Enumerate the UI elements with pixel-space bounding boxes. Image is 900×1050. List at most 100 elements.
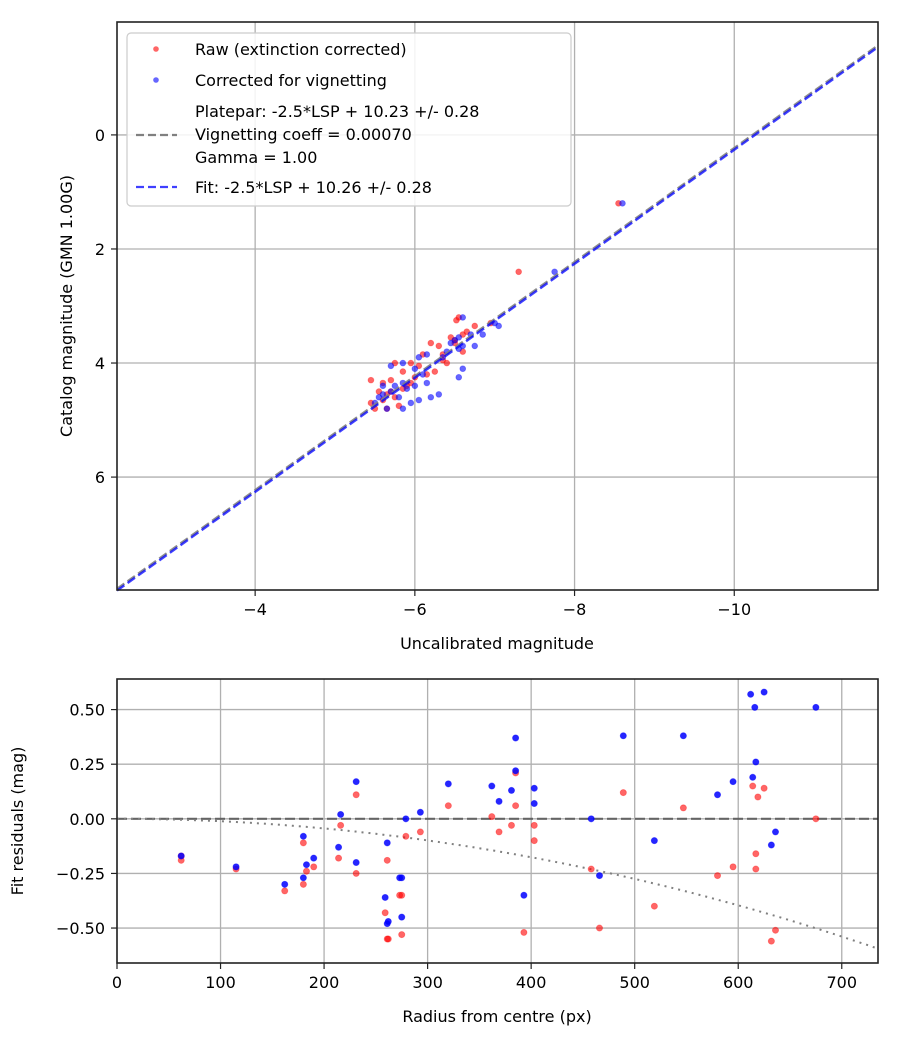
residual-point <box>749 782 757 790</box>
residual-point <box>752 758 760 766</box>
data-point <box>455 373 463 381</box>
top-scatter-series <box>367 200 626 412</box>
bottom-x-axis-label: Radius from centre (px) <box>402 1007 591 1026</box>
residual-point <box>507 786 515 794</box>
x-tick-label: 0 <box>112 973 122 992</box>
data-point <box>387 362 395 370</box>
residual-point <box>520 891 528 899</box>
residual-point <box>595 924 603 932</box>
legend-item-platepar: Platepar: -2.5*LSP + 10.23 +/- 0.28 Vign… <box>136 102 479 167</box>
residual-point <box>530 800 538 808</box>
residual-point <box>302 867 310 875</box>
residual-point <box>714 791 722 799</box>
data-point <box>551 268 558 276</box>
data-point <box>459 314 467 321</box>
data-point <box>495 322 502 330</box>
legend-label-gamma: Gamma = 1.00 <box>195 148 317 167</box>
residual-point <box>587 865 595 873</box>
residual-point <box>619 732 627 740</box>
data-point <box>387 376 395 384</box>
residual-point <box>299 839 307 847</box>
data-point <box>411 365 419 373</box>
y-tick-label: 0.25 <box>69 755 105 774</box>
x-tick-label: −6 <box>403 600 427 619</box>
data-point <box>379 382 387 390</box>
residual-point <box>714 872 722 880</box>
residual-point <box>337 810 345 818</box>
bottom-axis-ticks: 0 100 200 300 400 500 600 700 0.50 0.25 0.00 −0.25 −… <box>56 701 857 992</box>
data-point <box>435 391 443 398</box>
residual-point <box>398 891 406 899</box>
residual-point <box>444 780 452 788</box>
top-y-axis-label: Catalog magnitude (GMN 1.00G) <box>57 175 76 437</box>
data-point <box>403 385 411 392</box>
residual-point <box>335 843 343 851</box>
residual-point <box>232 863 240 871</box>
residual-point <box>402 832 410 840</box>
residual-point <box>488 782 496 790</box>
legend-label-fit: Fit: -2.5*LSP + 10.26 +/- 0.28 <box>195 178 432 197</box>
data-point <box>471 342 479 350</box>
residual-point <box>299 880 307 888</box>
residual-point <box>398 874 406 882</box>
y-tick-label: 0.50 <box>69 701 105 720</box>
residual-point <box>488 813 496 821</box>
x-tick-label: 700 <box>826 973 857 992</box>
residual-point <box>512 767 520 775</box>
residual-point <box>530 837 538 845</box>
residual-point <box>812 815 820 823</box>
data-point <box>379 391 387 398</box>
residual-point <box>302 861 310 869</box>
residual-point <box>767 937 775 945</box>
data-point <box>427 393 435 401</box>
x-tick-label: −10 <box>717 600 751 619</box>
residual-point <box>595 872 603 880</box>
data-point <box>399 368 407 375</box>
data-point <box>471 322 479 330</box>
residual-point <box>416 828 424 836</box>
data-point <box>427 339 435 347</box>
x-tick-label: 600 <box>723 973 754 992</box>
data-point <box>415 396 423 404</box>
residual-point <box>352 791 360 799</box>
residual-point <box>729 778 737 786</box>
x-tick-label: −4 <box>243 600 267 619</box>
residual-point <box>760 784 768 792</box>
residual-point <box>177 852 185 860</box>
data-point <box>451 336 459 344</box>
residual-point <box>398 931 406 939</box>
residual-point <box>530 821 538 829</box>
legend-item-corrected: Corrected for vignetting <box>153 71 387 90</box>
residual-point <box>507 821 515 829</box>
data-point <box>435 342 443 350</box>
legend-label-platepar: Platepar: -2.5*LSP + 10.23 +/- 0.28 <box>195 102 479 121</box>
residual-point <box>402 815 410 823</box>
data-point <box>423 379 431 387</box>
data-point <box>459 365 467 373</box>
residual-point <box>310 854 318 862</box>
data-point <box>423 351 431 358</box>
y-tick-label: 6 <box>95 468 105 487</box>
residual-point <box>444 802 452 810</box>
bottom-scatter-series <box>177 688 820 945</box>
residual-point <box>281 880 289 888</box>
x-tick-label: 400 <box>516 973 547 992</box>
residual-point <box>520 928 528 936</box>
residual-point <box>381 909 389 917</box>
bottom-grid <box>116 679 878 963</box>
residual-point <box>530 784 538 792</box>
data-point <box>453 316 460 324</box>
residual-point <box>760 688 768 696</box>
y-tick-label: 0.00 <box>69 810 105 829</box>
y-tick-label: −0.25 <box>56 864 105 883</box>
residual-point <box>384 935 392 943</box>
residual-point <box>335 854 343 862</box>
residual-point <box>383 856 391 864</box>
residual-point <box>495 828 503 836</box>
data-point <box>391 359 399 367</box>
legend-label-corrected: Corrected for vignetting <box>195 71 387 90</box>
residual-point <box>398 913 406 921</box>
data-point <box>415 354 423 361</box>
x-tick-label: 500 <box>619 973 650 992</box>
blue-dot-icon <box>153 77 159 83</box>
